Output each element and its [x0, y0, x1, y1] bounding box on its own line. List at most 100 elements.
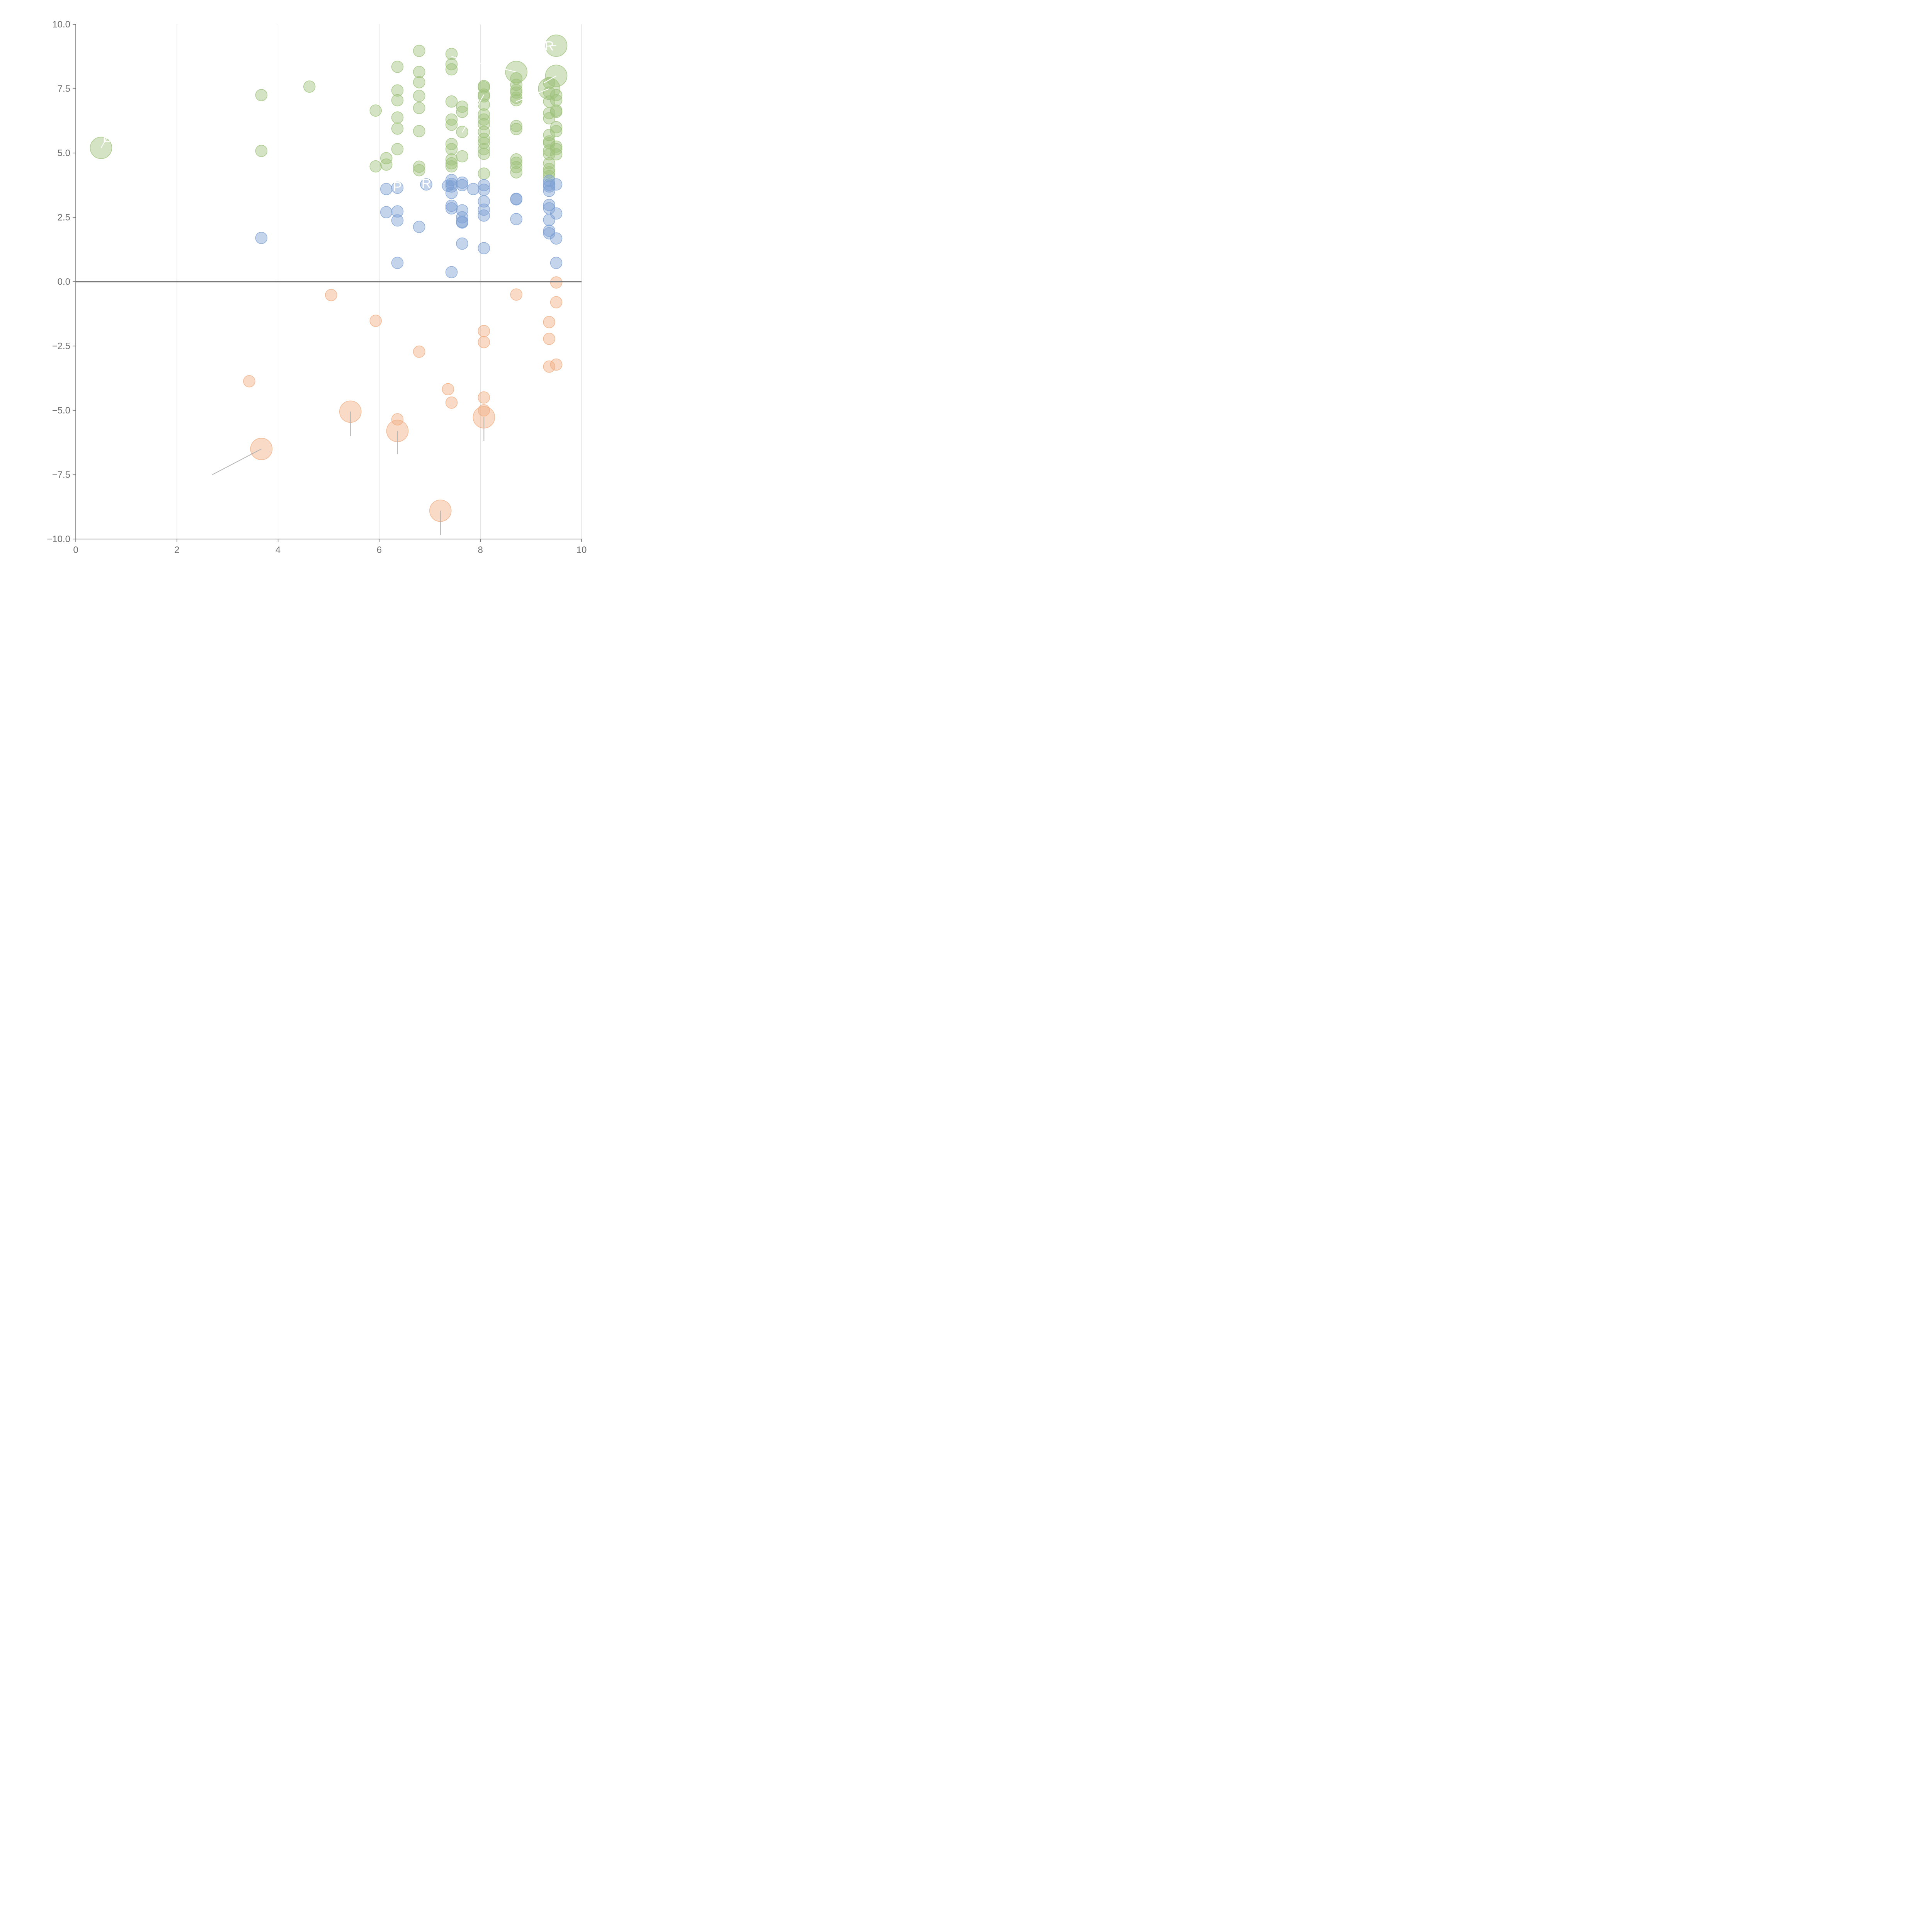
data-point-high	[550, 105, 563, 118]
data-point-high	[369, 104, 382, 117]
data-point-high	[510, 166, 522, 179]
data-point-middle	[543, 180, 555, 193]
data-point-middle	[445, 174, 458, 186]
y-tick-label: 2.5	[58, 213, 70, 223]
data-point-middle	[456, 211, 468, 224]
data-point-high	[543, 166, 555, 179]
data-point-high	[456, 100, 468, 113]
data-point-high	[510, 156, 522, 169]
series-middle	[255, 174, 563, 279]
annotation-leader-line	[451, 56, 517, 73]
data-point-middle	[456, 216, 468, 229]
data-point-high	[413, 125, 425, 138]
y-tick-label: 7.5	[58, 84, 70, 94]
data-point-low	[243, 375, 255, 388]
data-point-high	[380, 158, 393, 171]
data-point-middle	[543, 185, 555, 197]
data-point-high	[413, 164, 425, 177]
axes	[75, 24, 582, 539]
data-point-middle	[456, 176, 468, 189]
data-point-middle	[445, 199, 458, 212]
data-point-high	[478, 133, 490, 145]
annotation-leader-line	[516, 88, 549, 102]
data-point-middle	[478, 184, 490, 196]
data-point-high	[456, 105, 468, 118]
data-point-high	[478, 113, 490, 126]
x-tick-label: 6	[377, 545, 382, 555]
data-point-low	[550, 296, 563, 309]
annotation-leader-line	[543, 75, 557, 83]
data-point-low	[510, 288, 522, 301]
data-point-high	[478, 143, 490, 155]
data-point-high	[543, 170, 555, 182]
data-point-high	[445, 143, 458, 155]
data-point-high	[445, 138, 458, 150]
data-point-low	[478, 404, 490, 417]
data-point-low	[550, 276, 563, 289]
data-point-low	[413, 345, 425, 358]
data-point-middle	[413, 221, 425, 233]
data-point-high	[510, 123, 522, 135]
data-point-middle	[255, 232, 268, 244]
bubble-points	[90, 34, 568, 522]
data-point-high	[478, 167, 490, 180]
data-point-high	[391, 61, 404, 73]
data-point-high	[255, 89, 268, 101]
data-point-high	[445, 157, 458, 170]
data-point-high	[380, 152, 393, 165]
data-point-middle	[550, 178, 563, 191]
data-point-high	[303, 80, 316, 93]
data-point-low	[543, 316, 555, 328]
data-point-low	[391, 413, 404, 426]
data-point-middle	[510, 213, 522, 225]
annotation-label: P	[393, 180, 402, 194]
data-point-high	[510, 94, 522, 107]
annotation-label: R	[544, 39, 554, 53]
data-point-middle	[445, 266, 458, 279]
annotation-label: B	[103, 131, 112, 145]
data-point-high	[413, 102, 425, 114]
data-point-middle	[391, 257, 404, 269]
data-point-middle	[478, 242, 490, 255]
data-point-high	[445, 58, 458, 70]
data-point-middle	[543, 224, 555, 237]
y-tick-label: 10.0	[52, 19, 70, 30]
data-point-middle	[391, 205, 404, 218]
data-point-middle	[391, 214, 404, 227]
data-point-high	[478, 148, 490, 160]
data-point-high	[391, 143, 404, 155]
data-point-middle	[550, 232, 563, 245]
bubble-chart: B R P R 0 2 4 6 8 10 −10.0 −7.5 −5.0 −2.5 0.0 2.5 5.0 7.…	[47, 19, 587, 555]
data-point-high	[391, 84, 404, 97]
data-point-middle	[478, 179, 490, 191]
data-point-high	[478, 108, 490, 121]
data-point-middle	[550, 257, 563, 269]
x-tick-label: 2	[174, 545, 179, 555]
data-point-low	[325, 289, 337, 301]
data-point-high	[550, 121, 563, 134]
data-point-high	[550, 143, 563, 155]
data-point-high	[543, 112, 555, 124]
x-tick-label: 10	[577, 545, 587, 555]
data-point-middle	[543, 214, 555, 226]
data-point-middle	[445, 202, 458, 214]
data-point-high	[255, 145, 268, 157]
data-point-middle	[380, 206, 393, 218]
x-tick-label: 0	[73, 545, 78, 555]
data-point-high	[445, 113, 458, 126]
data-point-high	[445, 160, 458, 173]
data-point-low	[478, 325, 490, 337]
data-point-high	[550, 125, 563, 138]
series-low	[243, 276, 563, 522]
y-tick-label: −5.0	[52, 405, 70, 416]
data-point-high	[391, 122, 404, 135]
data-point-high	[510, 161, 522, 173]
data-point-low	[543, 333, 555, 345]
data-point-middle	[478, 209, 490, 222]
data-point-high	[510, 120, 522, 132]
data-point-high	[478, 126, 490, 138]
y-tick-label: −10.0	[47, 534, 70, 544]
data-point-high	[543, 148, 555, 161]
data-point-high	[391, 111, 404, 124]
data-point-high	[445, 118, 458, 131]
